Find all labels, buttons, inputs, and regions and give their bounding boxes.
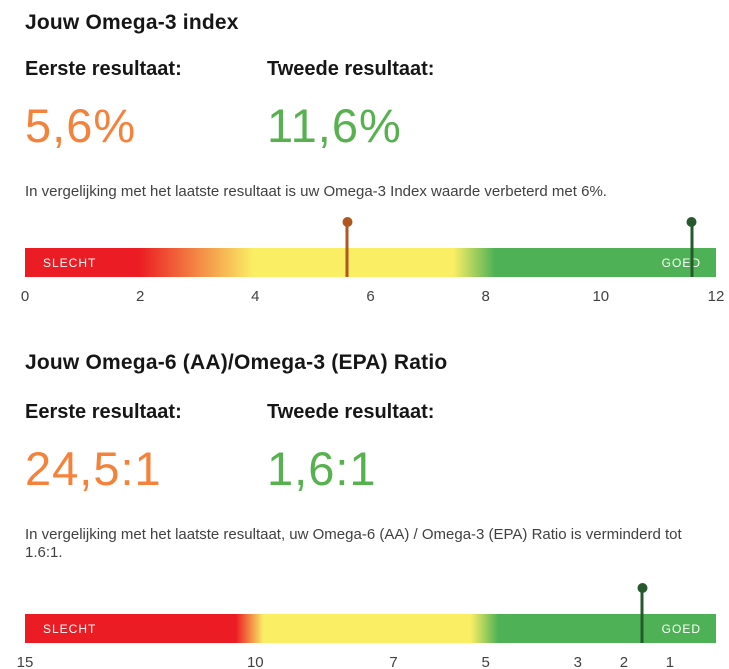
good-zone-label: GOED [661,255,701,270]
result-values-row: 5,6% 11,6% [25,101,716,151]
first-result-value: 24,5:1 [25,442,162,495]
ratio-gauge: SLECHT GOED 15 10 7 5 3 2 1 [17,588,716,669]
tick-label: 2 [619,654,629,669]
section-omega6-omega3-ratio: Jouw Omega-6 (AA)/Omega-3 (EPA) Ratio Ee… [17,351,716,669]
gauge-gradient-bar: SLECHT GOED [25,588,716,643]
tick-label: 0 [20,288,30,305]
tick-label: 3 [573,654,582,669]
second-result-value: 11,6% [267,99,402,152]
tick-label: 4 [251,288,260,305]
good-zone-label: GOED [661,621,701,636]
gauge-gradient-bar: SLECHT GOED [25,222,716,277]
tick-label: 10 [592,288,610,305]
tick-label: 10 [246,654,264,669]
result-labels-row: Eerste resultaat: Tweede resultaat: [25,58,716,80]
result-labels-row: Eerste resultaat: Tweede resultaat: [25,401,716,423]
section-title: Jouw Omega-6 (AA)/Omega-3 (EPA) Ratio [25,351,448,374]
section-omega3-index: Jouw Omega-3 index Eerste resultaat: Twe… [21,11,725,305]
omega3-gauge: SLECHT GOED 0 2 4 6 8 10 12 [21,222,725,305]
tick-label: 6 [366,288,375,305]
tick-label: 12 [707,288,725,305]
second-result-label: Tweede resultaat: [267,58,435,80]
second-result-label: Tweede resultaat: [267,401,435,423]
tick-label: 5 [481,654,490,669]
result-description: In vergelijking met het laatste resultaa… [25,183,607,200]
second-result-marker-pin [690,222,694,277]
second-result-marker-pin [640,588,644,643]
tick-label: 1 [665,654,675,669]
first-result-label: Eerste resultaat: [25,58,182,80]
first-result-label: Eerste resultaat: [25,401,182,423]
result-values-row: 24,5:1 1,6:1 [25,444,716,494]
first-result-marker-pin [345,222,349,277]
tick-label: 8 [481,288,490,305]
bad-zone-label: SLECHT [43,621,97,636]
gauge-tick-row: 15 10 7 5 3 2 1 [17,654,716,669]
bad-zone-label: SLECHT [43,255,97,270]
second-result-value: 1,6:1 [267,442,377,495]
section-title: Jouw Omega-3 index [25,11,239,34]
tick-label: 15 [16,654,34,669]
gauge-tick-row: 0 2 4 6 8 10 12 [21,288,725,305]
first-result-value: 5,6% [25,99,137,152]
tick-label: 7 [389,654,398,669]
tick-label: 2 [136,288,145,305]
result-description: In vergelijking met het laatste resultaa… [25,526,682,561]
